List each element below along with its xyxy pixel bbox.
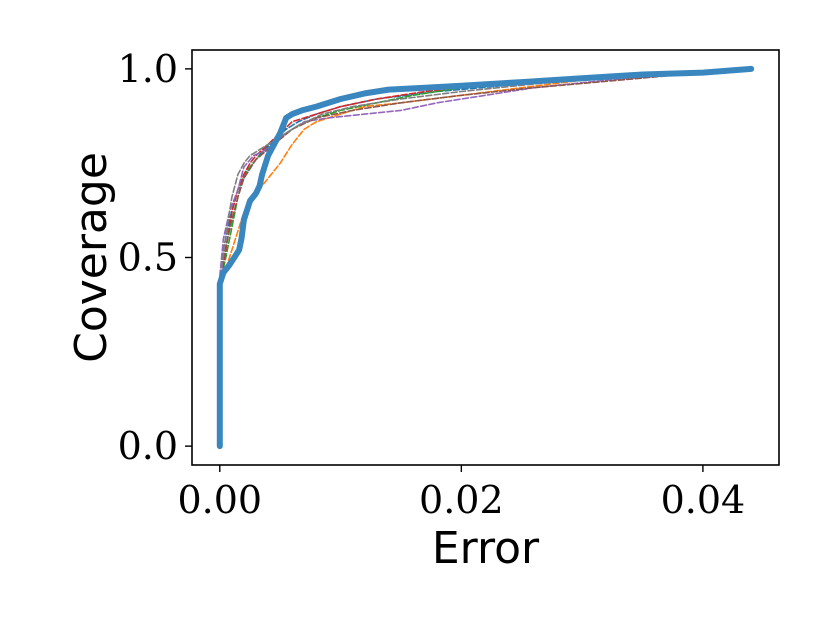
x-axis-title: Error [432, 523, 540, 574]
y-tick-label-1: 0.0 [118, 424, 178, 468]
y-tick-label-2: 0.5 [118, 236, 178, 280]
series-layer [216, 65, 755, 450]
x-tick-label-2: 0.02 [419, 478, 504, 522]
y-axis-title: Coverage [66, 152, 117, 363]
x-tick-label-1: 0.00 [177, 478, 262, 522]
series-line-8 [216, 65, 755, 450]
tick-layer: 0.00 0.02 0.04 0.0 0.5 1.0 [118, 47, 746, 522]
series-line-2 [219, 68, 753, 447]
y-tick-label-3: 1.0 [118, 47, 178, 91]
x-tick-label-3: 0.04 [661, 478, 746, 522]
